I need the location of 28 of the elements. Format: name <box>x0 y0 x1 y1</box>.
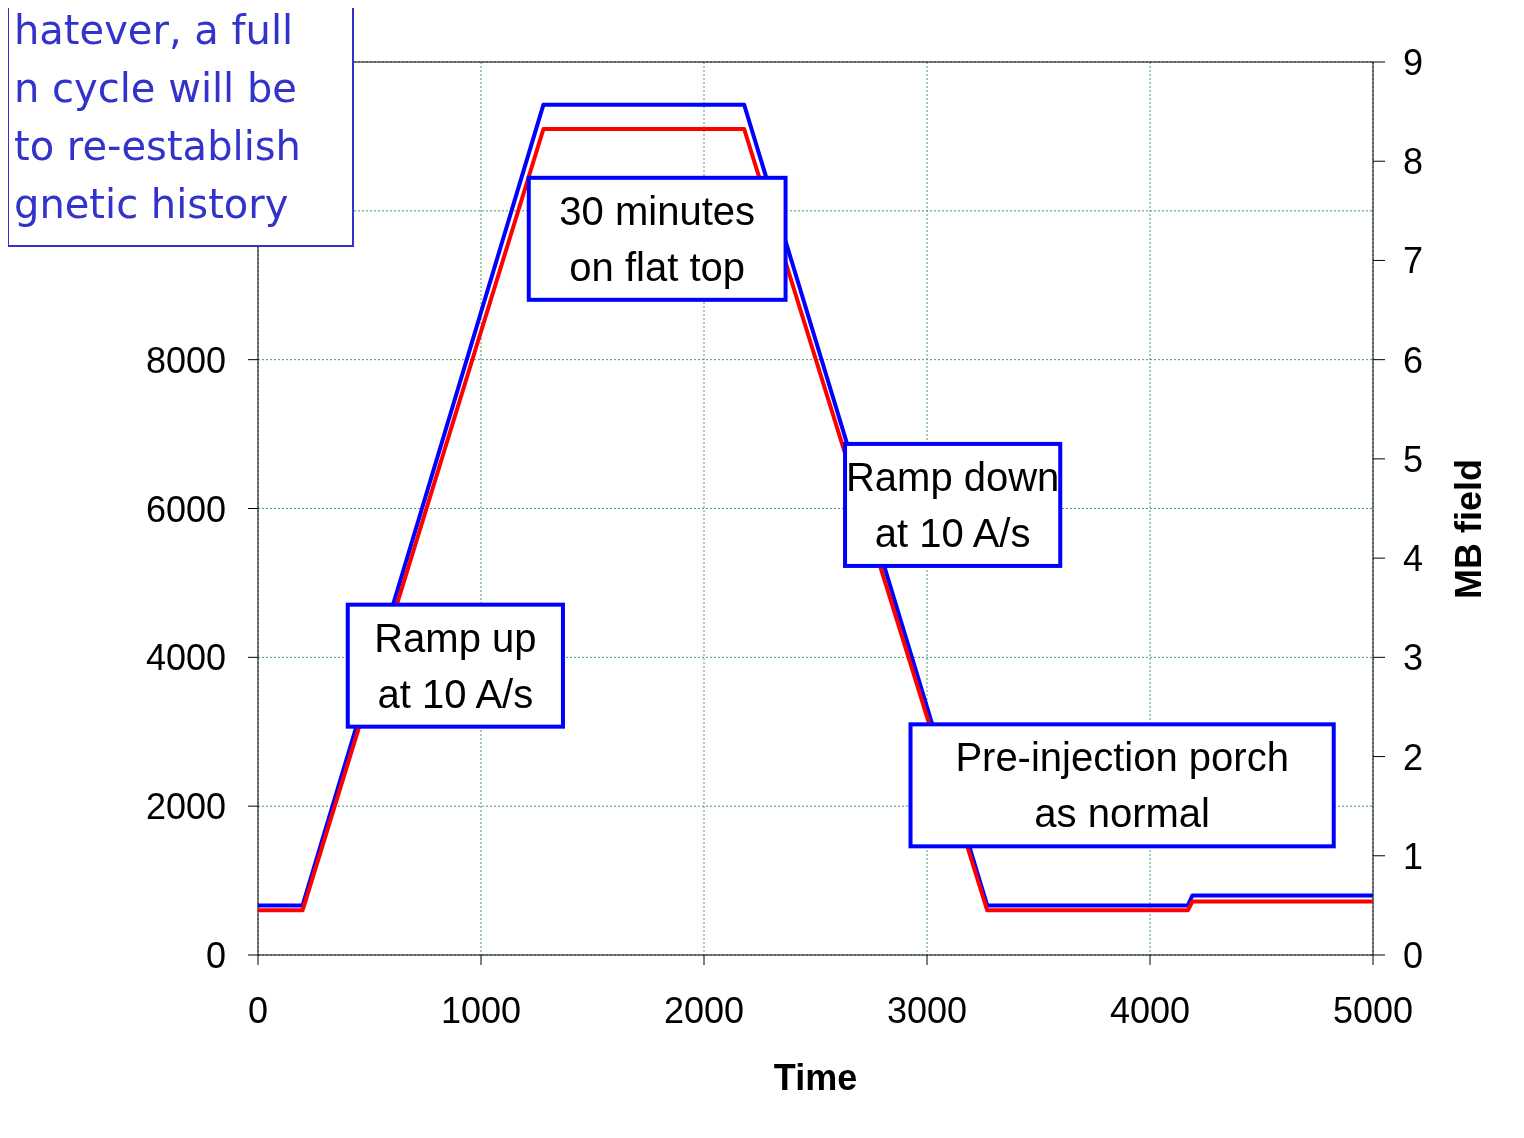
y2-tick-label: 5 <box>1403 438 1424 480</box>
annotation: Ramp down at 10 A/s <box>845 454 1060 555</box>
x-tick-label: 3000 <box>886 990 968 1031</box>
y-tick-label: 0 <box>205 935 226 976</box>
y2-tick-label: 8 <box>1403 141 1424 183</box>
y-tick-label: 8000 <box>145 339 226 381</box>
annotation: hatever, a full n cycle will be to re-establish gnetic history <box>14 7 301 227</box>
y2-tick-label: 1 <box>1403 835 1424 877</box>
annotation: Ramp up at 10 A/s <box>374 615 537 716</box>
y2-axis-title: MB field <box>1448 458 1489 599</box>
y2-tick-label: 6 <box>1403 339 1424 381</box>
y-tick-label: 4000 <box>145 637 226 679</box>
y2-tick-label: 2 <box>1403 736 1424 778</box>
x-tick-label: 0 <box>247 990 269 1031</box>
x-tick-label: 4000 <box>1109 990 1191 1031</box>
x-axis-title: Time <box>773 1057 858 1098</box>
x-tick-label: 5000 <box>1332 990 1414 1031</box>
x-tick-label: 1000 <box>440 990 522 1031</box>
annotation: Pre-injection porch as normal <box>955 735 1289 836</box>
y2-tick-label: 4 <box>1403 538 1424 580</box>
y2-tick-label: 9 <box>1403 42 1424 83</box>
y2-tick-label: 0 <box>1403 935 1424 976</box>
annotation: 30 minutes on flat top <box>559 188 756 289</box>
x-tick-label: 2000 <box>663 990 745 1031</box>
y2-tick-label: 3 <box>1403 637 1424 679</box>
y2-tick-label: 7 <box>1403 240 1424 282</box>
y-tick-label: 6000 <box>145 488 226 530</box>
y-tick-label: 2000 <box>145 786 226 828</box>
